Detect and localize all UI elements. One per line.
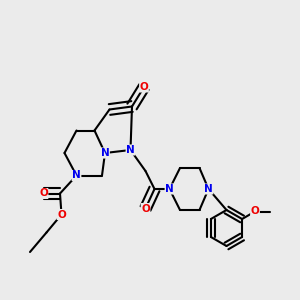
Text: O: O (39, 188, 48, 199)
Text: N: N (100, 148, 109, 158)
Text: O: O (140, 82, 148, 92)
Text: O: O (57, 209, 66, 220)
Text: N: N (204, 184, 213, 194)
Text: O: O (250, 206, 260, 217)
Text: N: N (165, 184, 174, 194)
Text: N: N (72, 170, 81, 181)
Text: O: O (141, 203, 150, 214)
Text: N: N (126, 145, 135, 155)
